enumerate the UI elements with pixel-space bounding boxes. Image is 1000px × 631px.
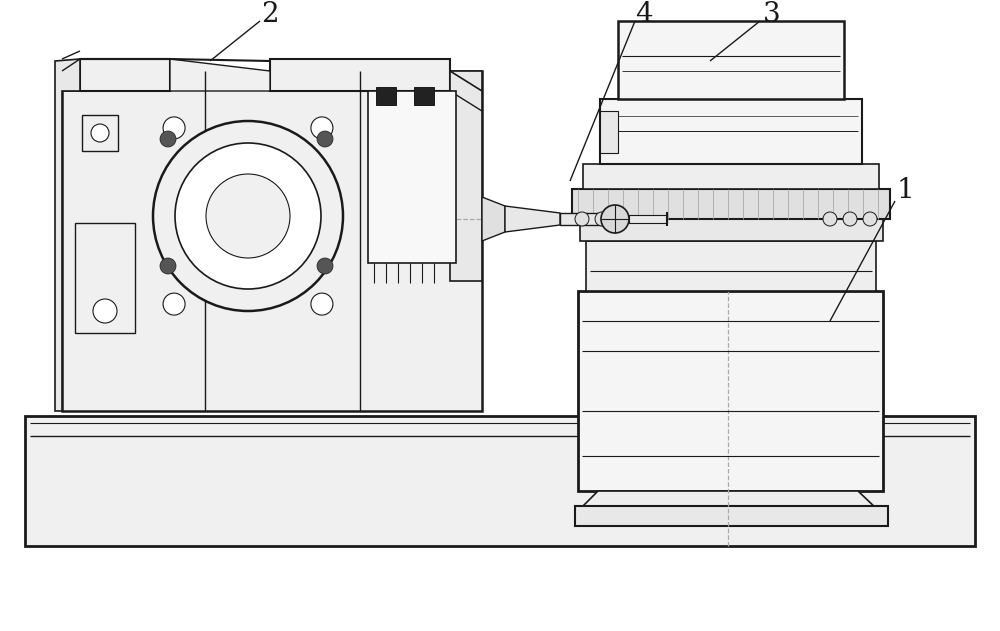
Polygon shape xyxy=(55,59,80,411)
Circle shape xyxy=(163,293,185,315)
Polygon shape xyxy=(450,91,482,141)
Circle shape xyxy=(160,258,176,274)
Bar xyxy=(75,223,135,333)
Circle shape xyxy=(595,212,609,226)
Circle shape xyxy=(93,299,117,323)
Bar xyxy=(575,506,888,526)
Bar xyxy=(270,59,450,91)
Bar xyxy=(580,219,883,241)
Circle shape xyxy=(91,124,109,142)
Bar xyxy=(618,21,844,99)
Bar xyxy=(572,189,890,219)
Bar xyxy=(600,99,862,164)
Bar xyxy=(80,59,170,91)
Bar xyxy=(450,71,482,281)
Text: 2: 2 xyxy=(261,1,279,28)
Polygon shape xyxy=(505,206,560,232)
Circle shape xyxy=(863,212,877,226)
Circle shape xyxy=(160,131,176,147)
Circle shape xyxy=(601,205,629,233)
Circle shape xyxy=(843,212,857,226)
Bar xyxy=(560,213,615,225)
Circle shape xyxy=(317,258,333,274)
Bar xyxy=(376,87,396,105)
Circle shape xyxy=(615,212,629,226)
Bar xyxy=(82,115,118,151)
Circle shape xyxy=(175,143,321,289)
Circle shape xyxy=(153,121,343,311)
Polygon shape xyxy=(482,197,505,241)
Polygon shape xyxy=(578,491,879,511)
Circle shape xyxy=(163,117,185,139)
Circle shape xyxy=(823,212,837,226)
Circle shape xyxy=(311,117,333,139)
Bar xyxy=(600,111,618,153)
Bar xyxy=(368,91,456,263)
Text: 1: 1 xyxy=(896,177,914,204)
Circle shape xyxy=(317,131,333,147)
Bar xyxy=(629,215,667,223)
Circle shape xyxy=(575,212,589,226)
Text: 4: 4 xyxy=(635,1,653,28)
Bar xyxy=(586,241,876,291)
Polygon shape xyxy=(170,59,270,91)
Circle shape xyxy=(311,293,333,315)
Bar xyxy=(414,87,434,105)
Bar xyxy=(578,291,883,491)
Circle shape xyxy=(206,174,290,258)
Bar xyxy=(583,164,879,189)
Bar xyxy=(62,71,482,411)
Polygon shape xyxy=(62,59,80,91)
Text: 3: 3 xyxy=(763,1,781,28)
Bar xyxy=(25,416,975,546)
